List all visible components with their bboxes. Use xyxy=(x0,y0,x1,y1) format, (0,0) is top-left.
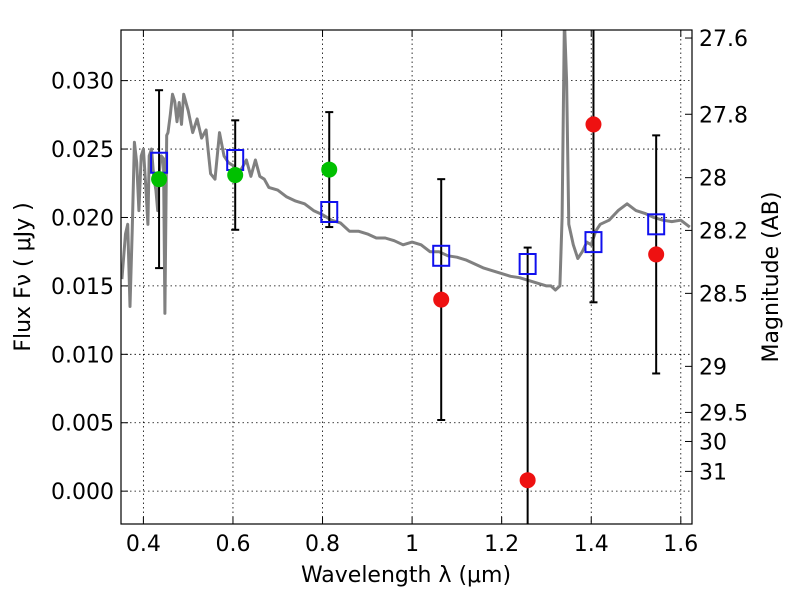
right-tick-label: 29 xyxy=(699,355,727,380)
y-tick-label: 0.010 xyxy=(51,343,114,368)
grid-lines xyxy=(121,30,692,524)
model-flux-box xyxy=(320,201,339,223)
observed-point xyxy=(648,246,665,263)
y-axis-title: Flux Fν ( μJy ) xyxy=(11,202,36,351)
axis-ticks: 0.4 0.6 0.8 1 1.2 1.4 1.6 0.000 0.005 0.010 0.015 0… xyxy=(51,27,748,557)
plot-frame xyxy=(120,29,693,525)
observed-point xyxy=(433,291,450,308)
right-tick-label: 29.5 xyxy=(699,401,748,426)
x-tick-label: 1 xyxy=(405,532,419,557)
x-tick-label: 0.8 xyxy=(305,532,340,557)
observed-point xyxy=(519,472,536,489)
y-tick-label: 0.015 xyxy=(51,275,114,300)
x-tick-label: 1.2 xyxy=(484,532,519,557)
y-tick-label: 0.000 xyxy=(51,480,114,505)
x-tick-label: 1.4 xyxy=(574,532,609,557)
y-tick-label: 0.020 xyxy=(51,206,114,231)
errorbar-layer xyxy=(155,30,661,524)
x-tick-label: 0.6 xyxy=(215,532,250,557)
model-spectrum-layer xyxy=(121,30,691,315)
right-tick-label: 27.6 xyxy=(699,27,748,52)
y-tick-label: 0.025 xyxy=(51,138,114,163)
model-flux-box xyxy=(518,253,537,275)
observed-point xyxy=(321,161,338,178)
model-flux-box xyxy=(584,231,603,254)
model-flux-box xyxy=(647,213,666,236)
y-tick-label: 0.030 xyxy=(51,70,114,95)
observed-point xyxy=(227,167,244,184)
y-tick-label: 0.005 xyxy=(51,412,114,437)
right-tick-label: 28.2 xyxy=(699,219,748,244)
right-tick-label: 27.8 xyxy=(699,103,748,128)
right-tick-label: 28.5 xyxy=(699,282,748,307)
right-axis-title: Magnitude (AB) xyxy=(759,192,784,363)
model-spectrum-line xyxy=(121,30,691,315)
observed-points-layer xyxy=(151,116,665,489)
observed-point xyxy=(151,171,168,188)
model-flux-boxes-layer xyxy=(150,149,666,275)
x-axis-title: Wavelength λ (μm) xyxy=(301,563,511,588)
x-tick-label: 0.4 xyxy=(126,532,161,557)
x-tick-label: 1.6 xyxy=(663,532,698,557)
right-tick-label: 31 xyxy=(699,460,727,485)
observed-point xyxy=(585,116,602,133)
right-tick-label: 30 xyxy=(699,430,727,455)
right-tick-label: 28 xyxy=(699,167,727,192)
model-flux-box xyxy=(432,244,451,267)
